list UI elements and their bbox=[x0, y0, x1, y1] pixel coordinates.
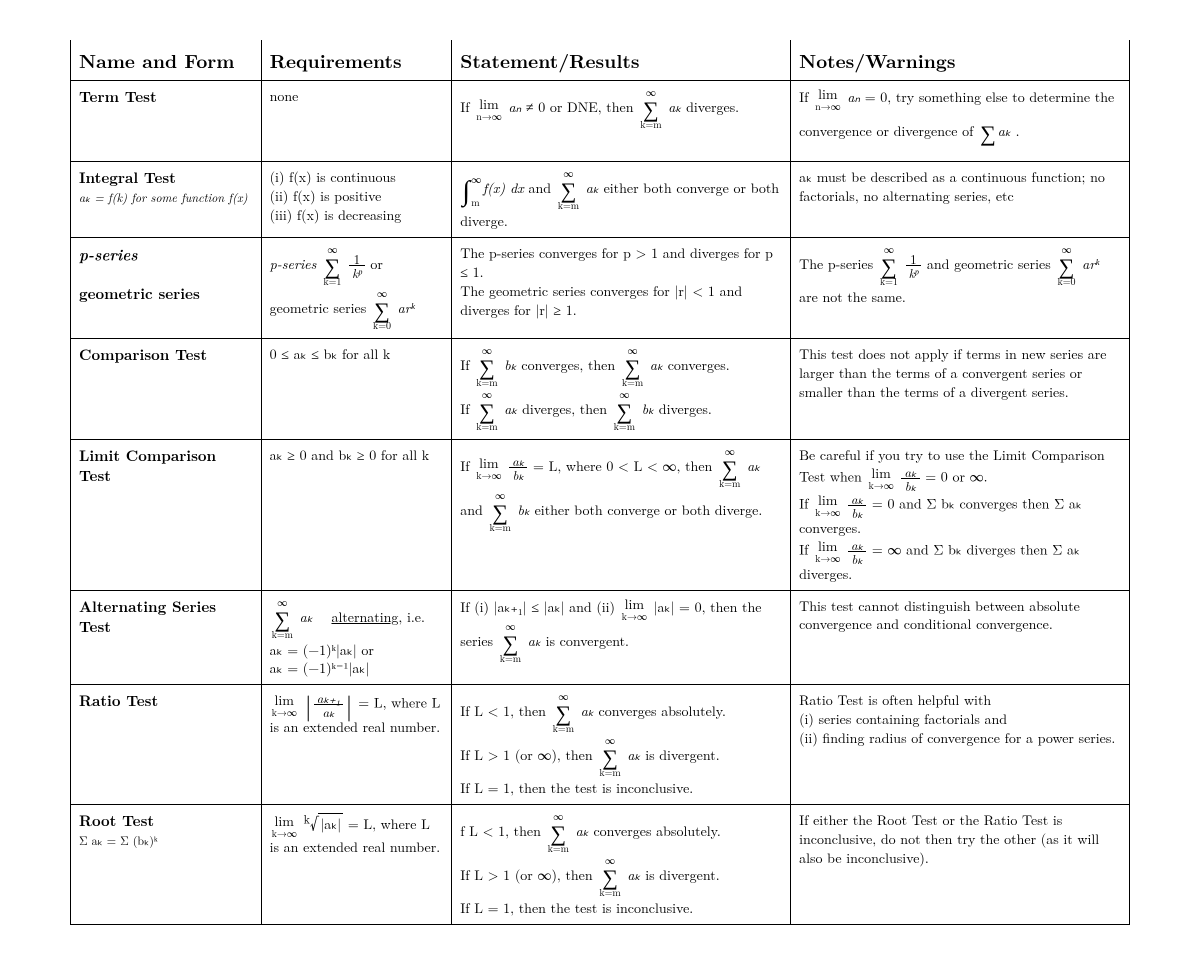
table-row: Ratio Test limk→∞ |aₖ₊₁aₖ| = L, where L … bbox=[71, 685, 1130, 805]
test-name-secondary: geometric series bbox=[79, 283, 200, 304]
notes-cell: Be careful if you try to use the Limit C… bbox=[791, 439, 1130, 590]
statement-cell: If limn→∞ aₙ ≠ 0 or DNE, then ∞∑k=m aₖ d… bbox=[452, 81, 791, 162]
test-name: Term Test bbox=[79, 86, 157, 107]
requirements-cell: (i) f(x) is continuous (ii) f(x) is posi… bbox=[261, 162, 452, 238]
notes-cell: The p-series ∞∑k=1 1kᵖ and geometric ser… bbox=[791, 237, 1130, 338]
statement-cell: If ∞∑k=m bₖ converges, then ∞∑k=m aₖ con… bbox=[452, 338, 791, 439]
notes-cell: aₖ must be described as a continuous fun… bbox=[791, 162, 1130, 238]
requirements-cell: limk→∞ k√|aₖ| = L, where L is an extende… bbox=[261, 805, 452, 925]
test-name: p-series bbox=[79, 243, 138, 265]
test-name: Ratio Test bbox=[79, 690, 158, 711]
col-header-name: Name and Form bbox=[71, 40, 262, 81]
requirements-cell: aₖ ≥ 0 and bₖ ≥ 0 for all k bbox=[261, 439, 452, 590]
test-name: Root Test bbox=[79, 810, 154, 831]
test-name: Alternating Series Test bbox=[79, 596, 216, 637]
notes-cell: This test does not apply if terms in new… bbox=[791, 338, 1130, 439]
statement-cell: ∫∞m f(x) dx and ∞∑k=m aₖ either both con… bbox=[452, 162, 791, 238]
statement-cell: The p-series converges for p > 1 and div… bbox=[452, 237, 791, 338]
statement-cell: If (i) |aₖ₊₁| ≤ |aₖ| and (ii) limk→∞ |aₖ… bbox=[452, 590, 791, 685]
notes-cell: If either the Root Test or the Ratio Tes… bbox=[791, 805, 1130, 925]
statement-cell: If L < 1, then ∞∑k=m aₖ converges absolu… bbox=[452, 685, 791, 805]
col-header-req: Requirements bbox=[261, 40, 452, 81]
table-row: Term Test none If limn→∞ aₙ ≠ 0 or DNE, … bbox=[71, 81, 1130, 162]
notes-cell: If limn→∞ aₙ = 0, try something else to … bbox=[791, 81, 1130, 162]
table-row: p-series geometric series p-series ∞∑k=1… bbox=[71, 237, 1130, 338]
test-form: Σ aₖ = Σ (bₖ)ᵏ bbox=[79, 832, 158, 849]
table-row: Limit Comparison Test aₖ ≥ 0 and bₖ ≥ 0 … bbox=[71, 439, 1130, 590]
col-header-stmt: Statement/Results bbox=[452, 40, 791, 81]
requirements-cell: ∞∑k=m aₖ alternating, i.e. aₖ = (−1)ᵏ|aₖ… bbox=[261, 590, 452, 685]
statement-cell: f L < 1, then ∞∑k=m aₖ converges absolut… bbox=[452, 805, 791, 925]
series-tests-table: Name and Form Requirements Statement/Res… bbox=[70, 40, 1130, 925]
table-row: Root Test Σ aₖ = Σ (bₖ)ᵏ limk→∞ k√|aₖ| =… bbox=[71, 805, 1130, 925]
table-row: Integral Test aₖ = f(k) for some functio… bbox=[71, 162, 1130, 238]
col-header-notes: Notes/Warnings bbox=[791, 40, 1130, 81]
notes-cell: Ratio Test is often helpful with (i) ser… bbox=[791, 685, 1130, 805]
statement-cell: If limk→∞ aₖbₖ = L, where 0 < L < ∞, the… bbox=[452, 439, 791, 590]
test-form: aₖ = f(k) for some function f(x) bbox=[79, 189, 248, 206]
requirements-cell: none bbox=[261, 81, 452, 162]
table-row: Comparison Test 0 ≤ aₖ ≤ bₖ for all k If… bbox=[71, 338, 1130, 439]
requirements-cell: 0 ≤ aₖ ≤ bₖ for all k bbox=[261, 338, 452, 439]
notes-cell: This test cannot distinguish between abs… bbox=[791, 590, 1130, 685]
test-name: Limit Comparison Test bbox=[79, 445, 216, 486]
table-row: Alternating Series Test ∞∑k=m aₖ alterna… bbox=[71, 590, 1130, 685]
test-name: Integral Test bbox=[79, 167, 176, 188]
requirements-cell: p-series ∞∑k=1 1kᵖ or geometric series ∞… bbox=[261, 237, 452, 338]
requirements-cell: limk→∞ |aₖ₊₁aₖ| = L, where L is an exten… bbox=[261, 685, 452, 805]
test-name: Comparison Test bbox=[79, 344, 207, 365]
